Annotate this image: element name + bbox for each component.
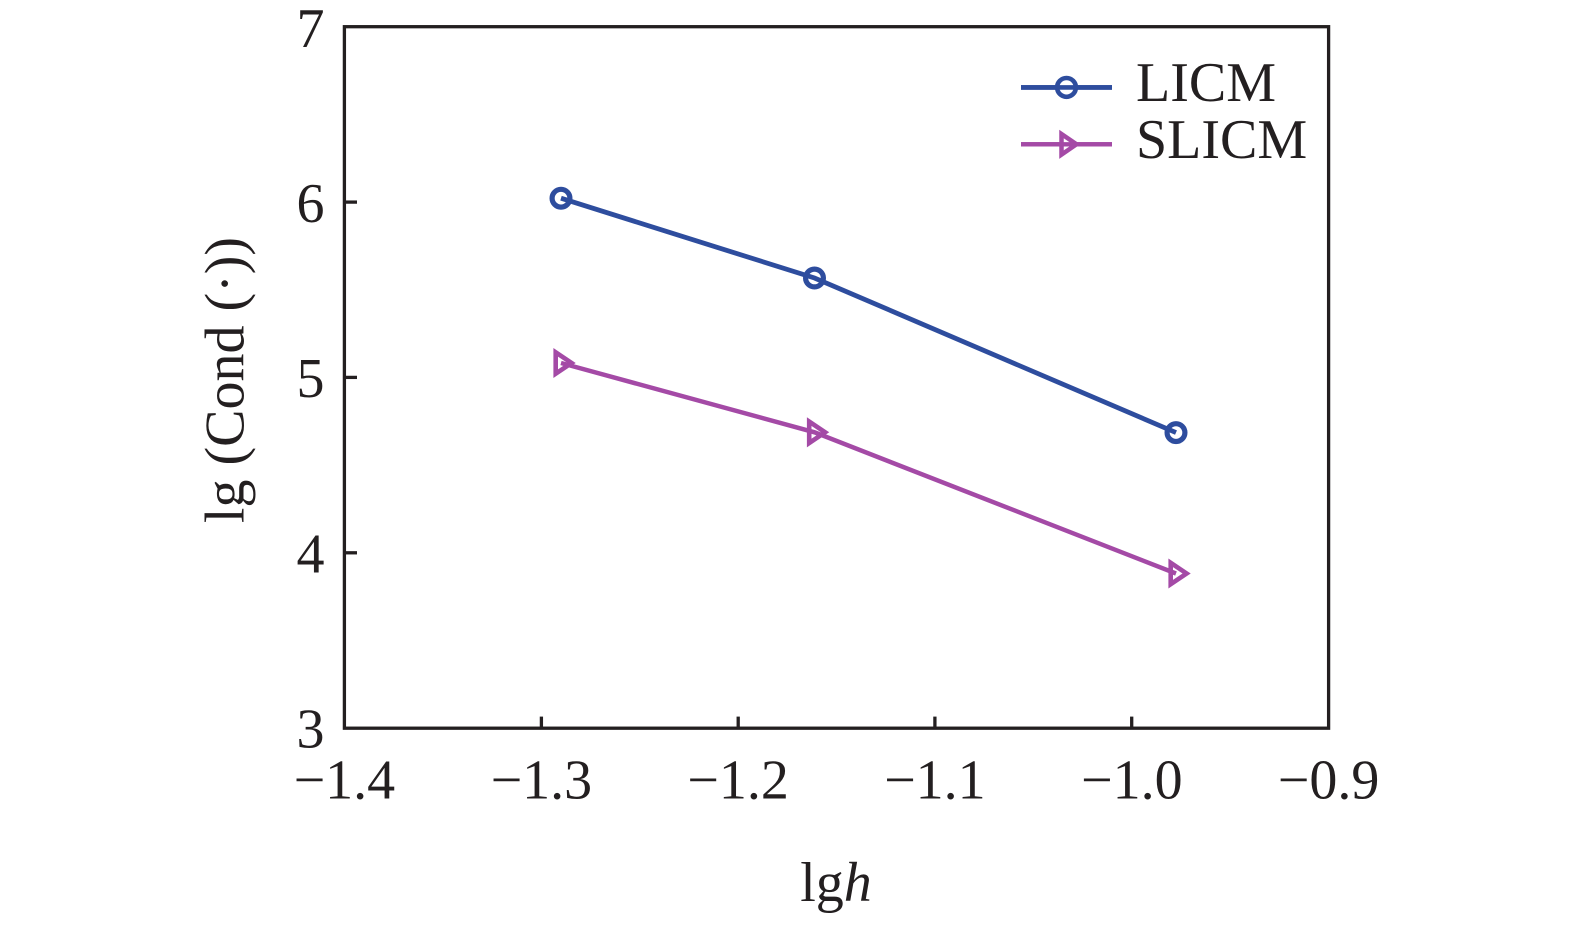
- svg-text:−1.2: −1.2: [687, 750, 789, 812]
- svg-text:3: 3: [297, 699, 325, 761]
- svg-text:LICM: LICM: [1136, 52, 1276, 114]
- svg-text:6: 6: [297, 173, 325, 235]
- svg-text:lgh: lgh: [800, 852, 872, 914]
- svg-text:−1.1: −1.1: [884, 750, 986, 812]
- svg-text:−1.4: −1.4: [294, 750, 396, 812]
- svg-text:7: 7: [297, 0, 325, 60]
- svg-text:−0.9: −0.9: [1278, 750, 1380, 812]
- svg-text:SLICM: SLICM: [1136, 109, 1307, 171]
- svg-text:4: 4: [297, 523, 325, 585]
- svg-text:lg (Cond (·)): lg (Cond (·)): [195, 237, 257, 523]
- svg-text:−1.3: −1.3: [491, 750, 593, 812]
- svg-text:−1.0: −1.0: [1081, 750, 1183, 812]
- svg-text:5: 5: [297, 348, 325, 410]
